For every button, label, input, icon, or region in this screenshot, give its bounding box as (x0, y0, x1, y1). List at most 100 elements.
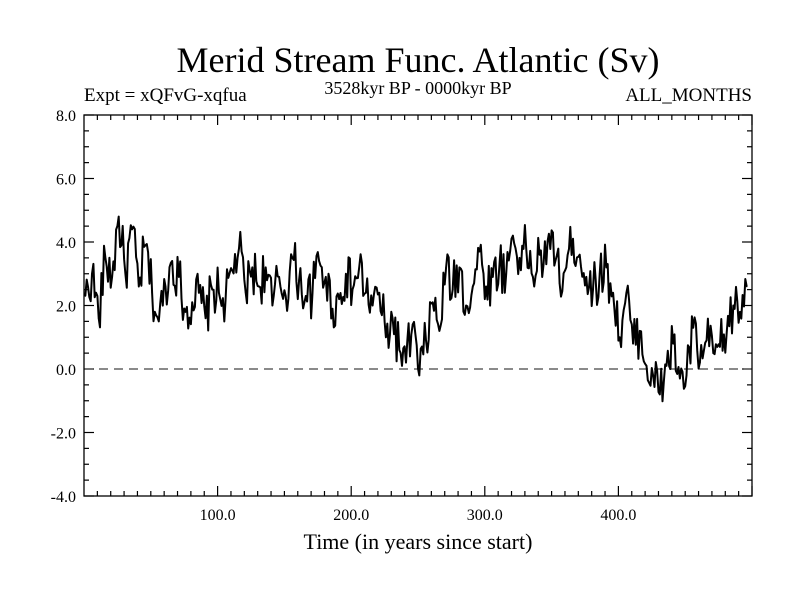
data-point (685, 374, 688, 377)
data-point (391, 317, 394, 320)
data-point (505, 272, 507, 275)
data-point (638, 330, 641, 332)
data-point (378, 292, 381, 294)
data-point (385, 336, 387, 339)
x-tick-label: 400.0 (600, 507, 636, 524)
data-point (532, 276, 534, 278)
data-point (311, 292, 314, 294)
data-point (271, 304, 274, 307)
data-point (137, 285, 140, 288)
data-point (91, 272, 93, 275)
data-point (358, 266, 361, 269)
y-tick-label: 2.0 (56, 299, 76, 316)
chart-subtitle-center: 3528kyr BP - 0000kyr BP (324, 78, 511, 98)
data-point (438, 330, 441, 332)
data-point (84, 295, 87, 297)
data-point (211, 288, 214, 291)
data-point (719, 345, 721, 348)
data-point (238, 247, 240, 250)
data-point (558, 282, 561, 285)
data-point (518, 257, 521, 259)
data-point (458, 266, 461, 269)
x-tick-label: 100.0 (200, 507, 236, 524)
data-point (365, 292, 367, 294)
data-point (171, 260, 173, 262)
y-tick-label: 4.0 (56, 235, 76, 252)
x-tick-label: 200.0 (333, 507, 369, 524)
data-point (552, 231, 554, 234)
data-point (351, 288, 354, 291)
data-point (318, 260, 320, 262)
data-point (244, 292, 247, 294)
data-point (111, 276, 113, 278)
data-point (512, 234, 514, 237)
data-point (204, 317, 207, 320)
data-point (218, 292, 220, 294)
data-point (485, 285, 487, 288)
data-point (117, 215, 120, 218)
data-point (151, 292, 153, 294)
plot-frame (83, 114, 753, 497)
data-point (278, 276, 280, 278)
data-point (104, 257, 107, 259)
data-point (418, 374, 421, 377)
data-point (632, 342, 634, 345)
data-point (498, 263, 501, 266)
data-point (471, 285, 474, 288)
data-point (659, 393, 661, 396)
y-tick-label: 6.0 (56, 172, 76, 189)
data-point (264, 266, 267, 269)
data-point (331, 307, 334, 310)
data-point (184, 311, 187, 313)
data-point (739, 311, 741, 313)
y-tick-label: 0.0 (56, 362, 76, 379)
data-point (465, 304, 467, 307)
data-point (425, 339, 427, 342)
data-point (545, 263, 548, 266)
data-point (525, 247, 528, 250)
data-point (618, 336, 621, 339)
data-point (97, 317, 100, 320)
data-point (198, 292, 200, 294)
y-axis-labels: -4.0 -2.0 0.0 2.0 4.0 6.0 8.0 (51, 108, 76, 506)
x-tick-label: 300.0 (467, 507, 503, 524)
data-point (338, 298, 340, 300)
data-point (411, 323, 414, 326)
data-point (258, 285, 260, 288)
data-point (665, 365, 668, 367)
data-point (745, 285, 748, 288)
data-point (585, 276, 588, 278)
chart-subtitle-left: Expt = xQFvG-xqfua (84, 85, 247, 106)
data-point (191, 301, 194, 304)
x-axis-label: Time (in years since start) (304, 529, 533, 554)
data-point (371, 304, 374, 307)
data-point (478, 250, 481, 253)
chart-subtitle-right: ALL_MONTHS (625, 85, 752, 106)
data-point (605, 266, 608, 269)
data-point (431, 301, 434, 304)
data-point (451, 288, 454, 291)
data-point (592, 288, 594, 291)
data-point (732, 304, 735, 307)
data-point (725, 333, 728, 335)
data-point (625, 292, 628, 294)
data-point (598, 272, 601, 275)
data-point (672, 342, 674, 345)
data-point (565, 266, 568, 269)
data-point (538, 253, 541, 256)
data-point (298, 279, 300, 281)
y-tick-label: -2.0 (51, 426, 76, 443)
data-point (131, 228, 133, 231)
data-point (291, 257, 294, 259)
data-point (652, 374, 654, 377)
data-point (712, 352, 715, 354)
data-point (612, 292, 614, 294)
data-point (645, 365, 648, 367)
data-point (705, 339, 708, 342)
series-line (84, 215, 748, 403)
data-point (178, 276, 180, 278)
data-point (158, 320, 160, 323)
data-point (699, 361, 701, 364)
data-point (304, 295, 307, 297)
series-points (84, 215, 748, 396)
